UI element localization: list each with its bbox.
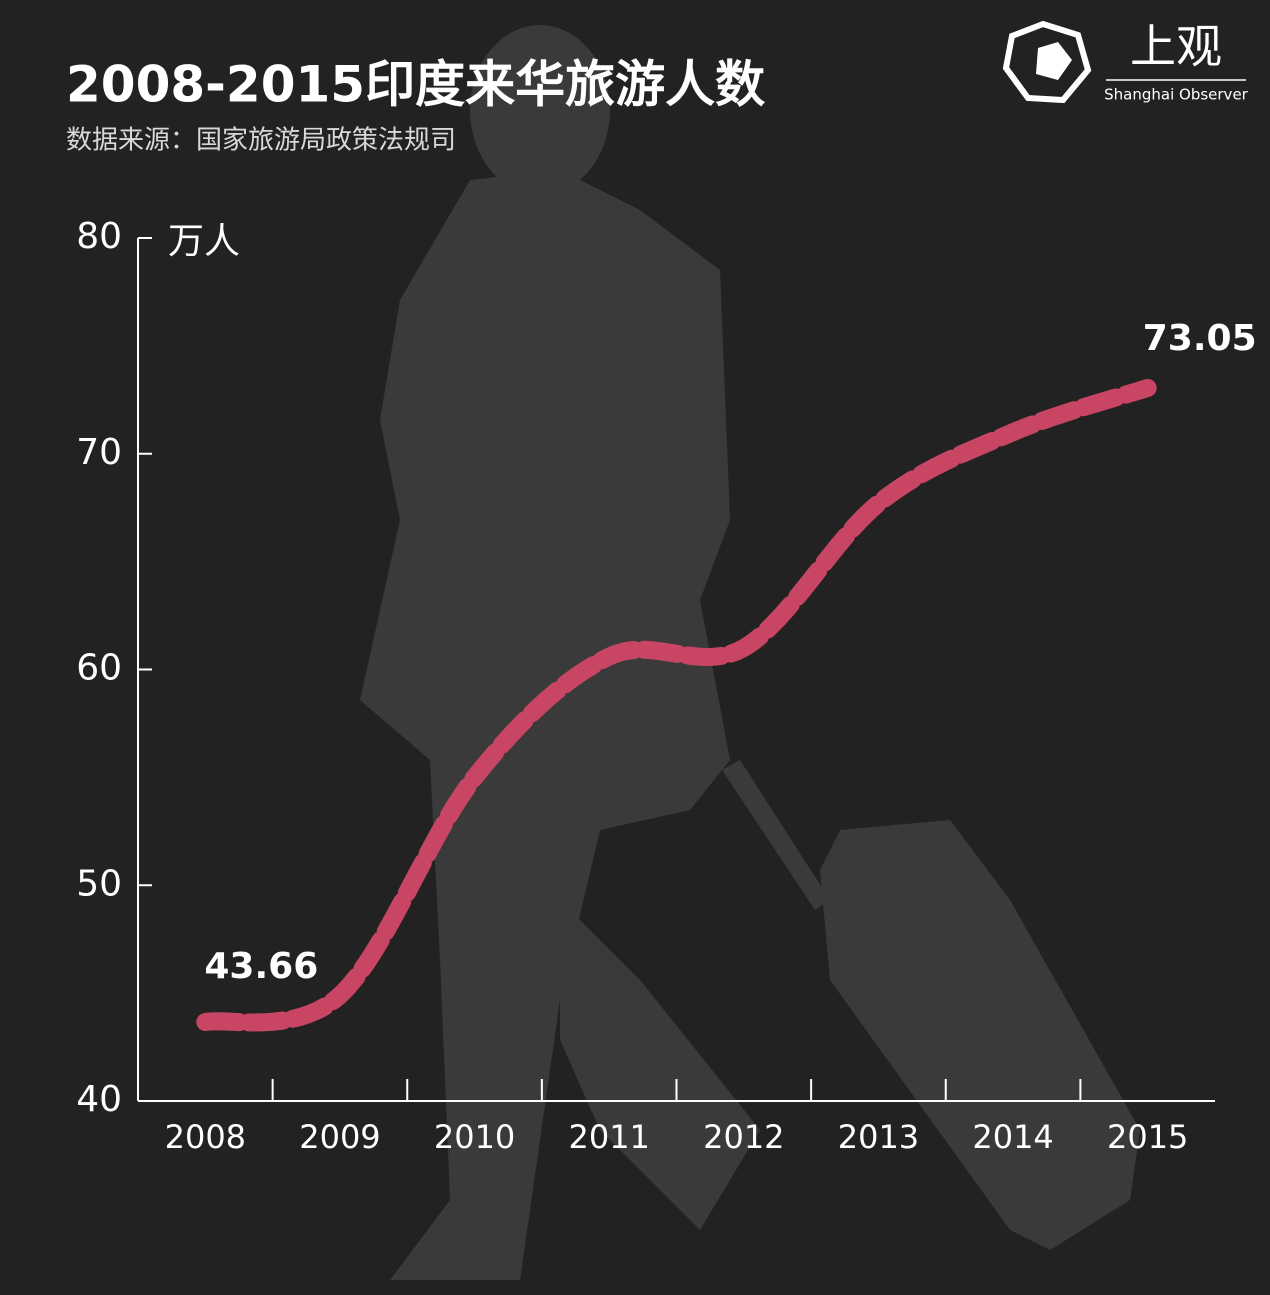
logo-mark xyxy=(1036,42,1072,80)
data-label: 73.05 xyxy=(1143,318,1257,359)
x-tick-label: 2012 xyxy=(703,1118,784,1156)
x-tick-label: 2015 xyxy=(1107,1118,1188,1156)
x-tick-label: 2008 xyxy=(165,1118,246,1156)
data-line xyxy=(196,378,1157,1032)
y-tick-label: 80 xyxy=(76,216,122,257)
y-tick-label: 70 xyxy=(76,432,122,473)
x-tick-label: 2009 xyxy=(299,1118,380,1156)
logo-subtitle: Shanghai Observer xyxy=(1104,86,1249,104)
y-tick-label: 50 xyxy=(76,863,122,904)
subtitle: 数据来源：国家旅游局政策法规司 xyxy=(66,126,456,156)
silhouette xyxy=(360,25,1140,1280)
logo: 上观 Shanghai Observer xyxy=(1002,20,1249,104)
x-tick-label: 2014 xyxy=(972,1118,1053,1156)
x-tick-label: 2010 xyxy=(434,1118,515,1156)
x-tick-label: 2011 xyxy=(568,1118,649,1156)
x-tick-label: 2013 xyxy=(838,1118,919,1156)
y-axis-label: 万人 xyxy=(168,221,240,262)
y-tick-label: 60 xyxy=(76,648,122,689)
title: 2008-2015印度来华旅游人数 xyxy=(66,56,765,114)
data-label: 43.66 xyxy=(204,946,318,987)
logo-name: 上观 xyxy=(1130,22,1222,73)
y-tick-label: 40 xyxy=(76,1079,122,1120)
logo-mark xyxy=(1002,20,1092,104)
